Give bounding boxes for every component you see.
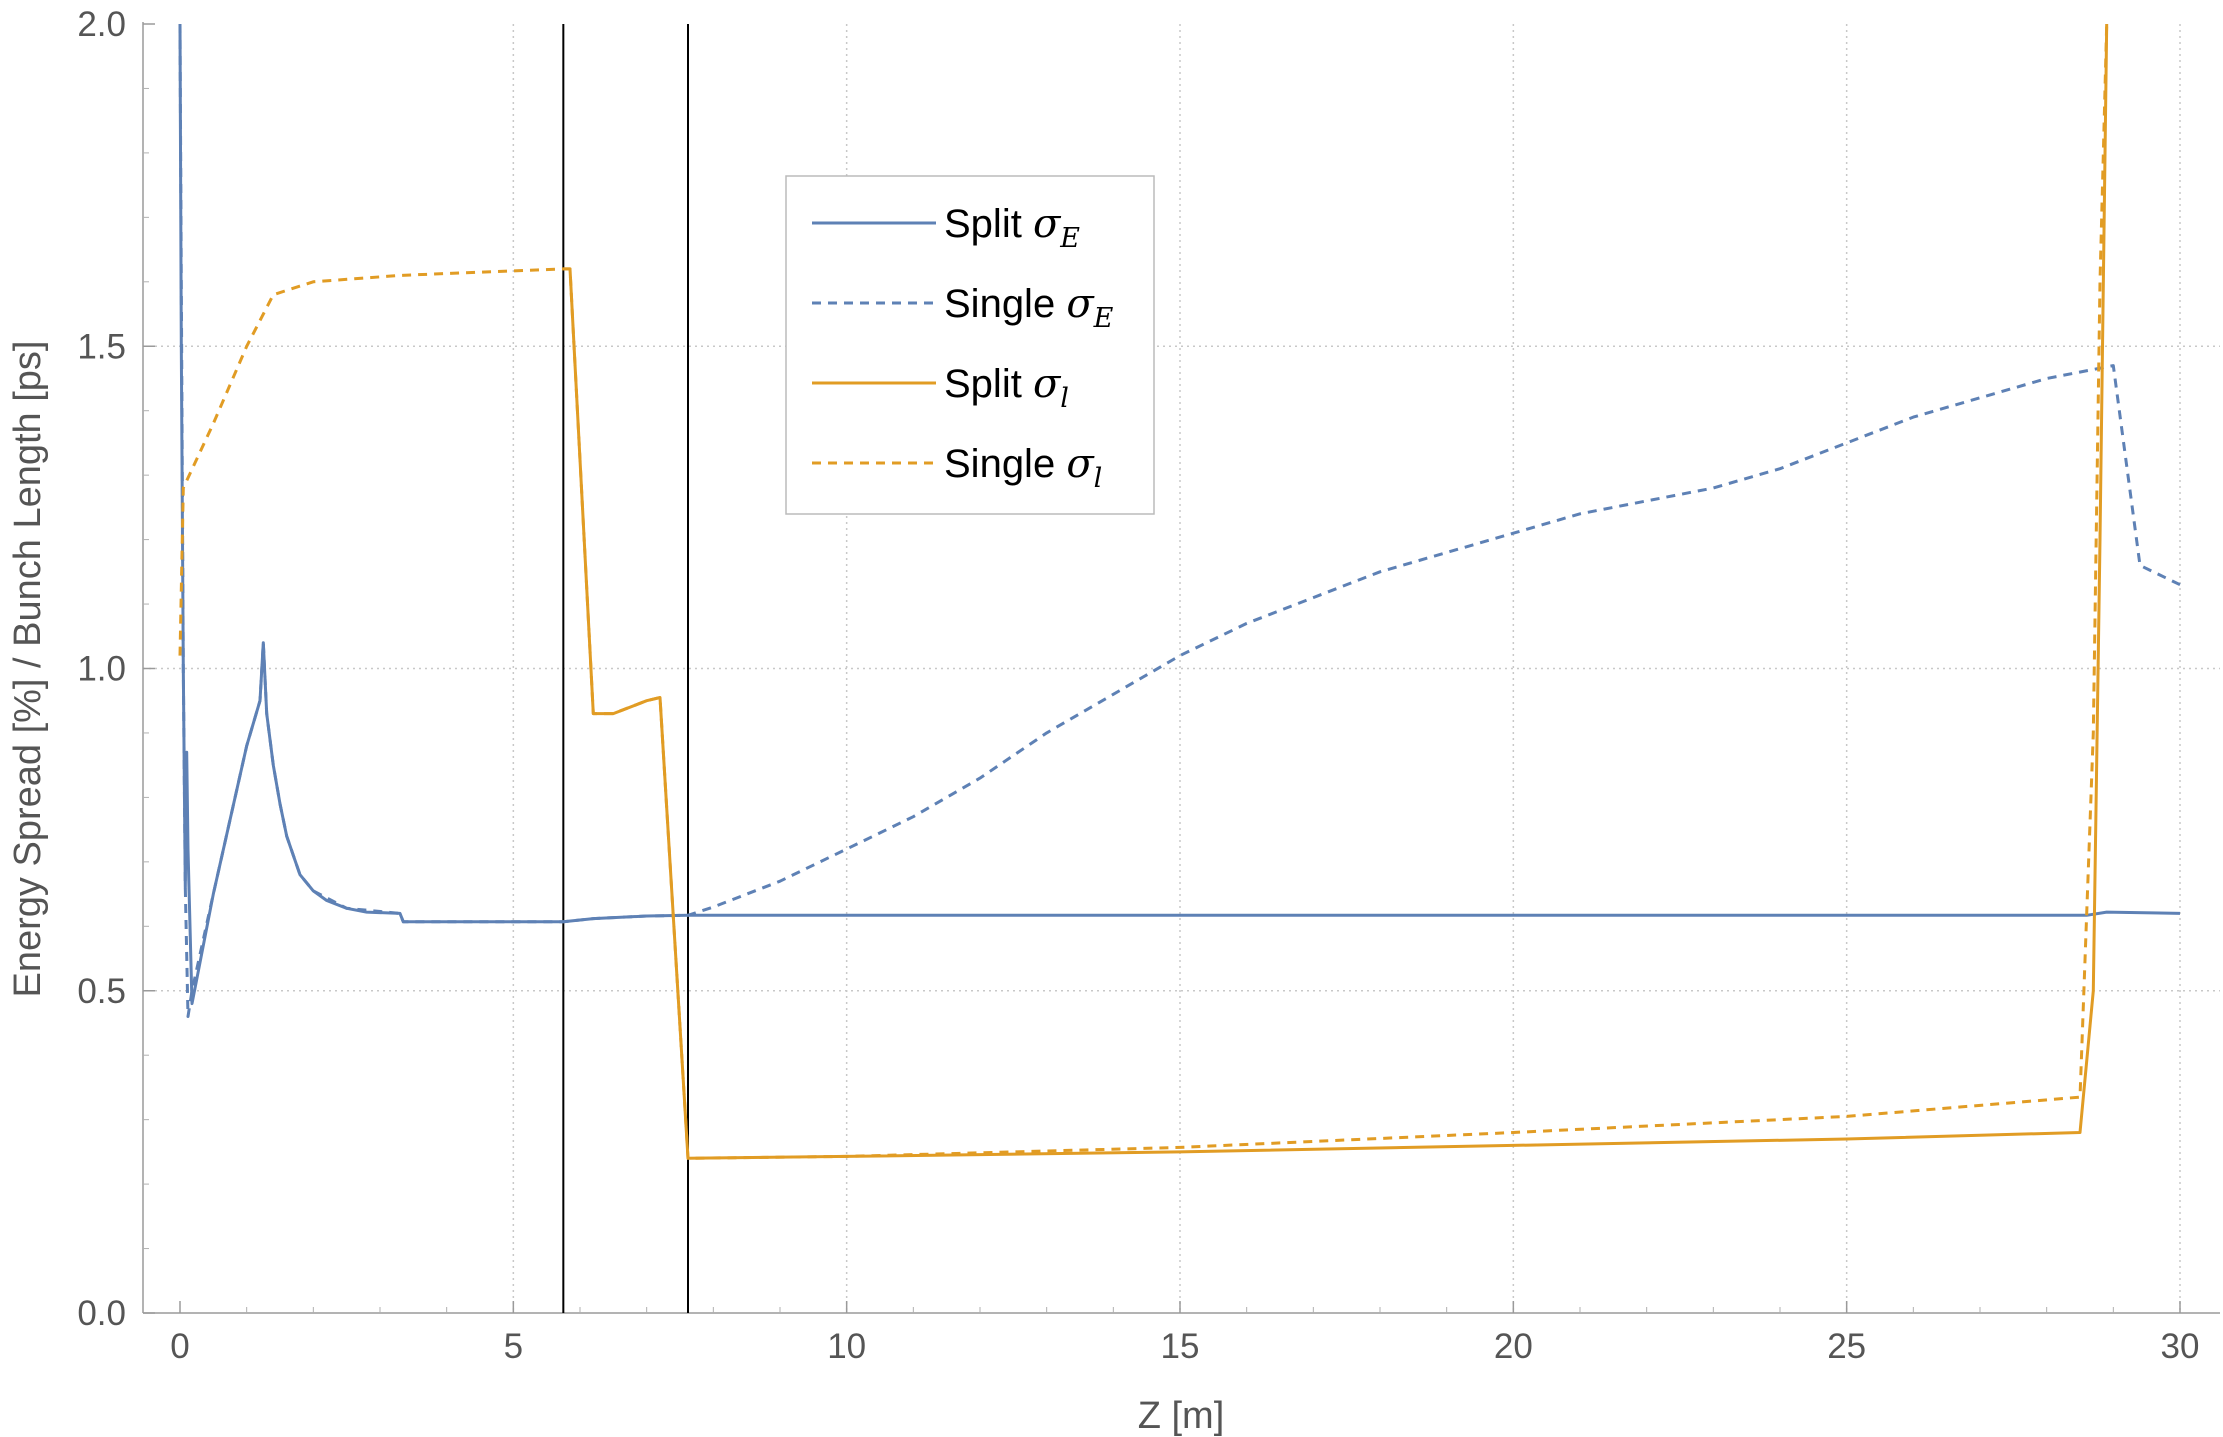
x-tick-label: 15 — [1161, 1327, 1200, 1366]
legend-label: Single σE — [944, 281, 1114, 334]
x-tick-label: 10 — [827, 1327, 866, 1366]
x-tick-label: 25 — [1827, 1327, 1866, 1366]
vertical-markers — [562, 24, 689, 1313]
legend: Split σE Single σE Split σl Single σl — [785, 175, 1155, 515]
grid-lines — [143, 24, 2220, 1313]
y-tick-label: 0.0 — [77, 1294, 126, 1333]
y-tick-label: 2.0 — [77, 5, 126, 44]
legend-label: Split σE — [944, 201, 1080, 254]
y-axis-label: Energy Spread [%] / Bunch Length [ps] — [7, 341, 49, 998]
legend-label: Single σl — [944, 441, 1102, 494]
x-tick-label: 5 — [504, 1327, 523, 1366]
legend-label: Split σl — [944, 361, 1069, 414]
legend-box — [785, 175, 1155, 515]
x-axis-label: Z [m] — [1138, 1395, 1225, 1437]
axes — [142, 22, 2220, 1314]
y-tick-label: 0.5 — [77, 972, 126, 1011]
x-tick-label: 0 — [170, 1327, 189, 1366]
series-line-4 — [178, 24, 2109, 1160]
x-tick-label: 30 — [2161, 1327, 2200, 1366]
x-tick-labels: 0 5 10 15 20 25 30 — [170, 1327, 2199, 1366]
series-line-2 — [178, 24, 2181, 1018]
y-tick-labels: 0.0 0.5 1.0 1.5 2.0 — [77, 5, 126, 1333]
series-group — [178, 24, 2181, 1160]
y-tick-label: 1.0 — [77, 650, 126, 689]
x-tick-label: 20 — [1494, 1327, 1533, 1366]
y-tick-label: 1.5 — [77, 327, 126, 366]
